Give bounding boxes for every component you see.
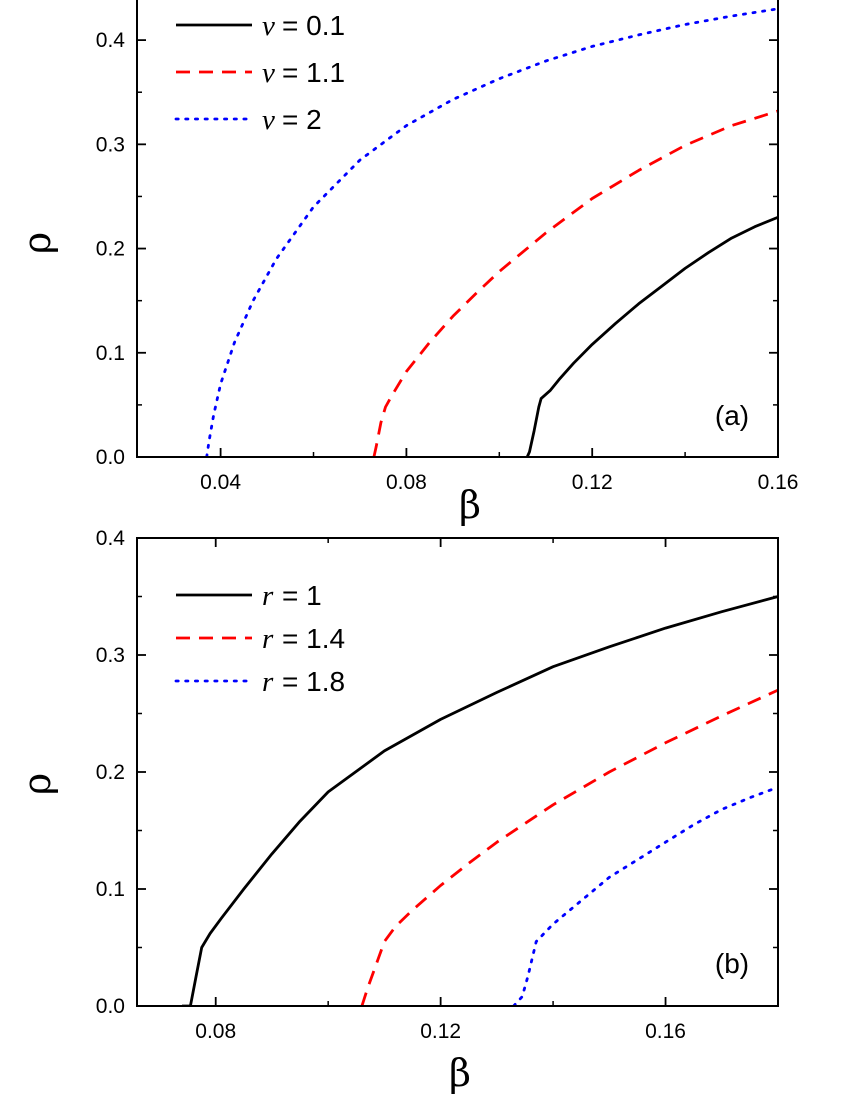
x-tick-label: 0.12 [420,1020,461,1043]
series-line-r-0 [182,595,778,1006]
y-tick-label: 0.3 [96,644,125,667]
y-tick-label: 0.1 [96,878,125,901]
y-tick-label: 0.4 [96,527,126,550]
y-tick-label: 0.1 [96,342,125,365]
x-tick-label: 0.16 [758,471,799,494]
legend-entry-label: = 1.4 [282,623,345,654]
legend-variable: r [262,666,274,698]
y-tick-label: 0.0 [96,995,125,1018]
legend-variable: r [262,623,274,655]
chart-panel-b: 0.08 0.12 0.16 0.0 0.1 0.2 0.3 0.4 β ρ (b) r = 1 r = 1… [15,527,779,1095]
legend-variable: v [262,10,275,42]
x-tick-label: 0.16 [645,1020,686,1043]
y-axis-title: ρ [15,232,59,254]
series-line-v-2 [205,7,778,457]
legend-entry-label: = 0.1 [282,10,345,41]
chart-panel-a: 0.04 0.08 0.12 0.160.00.10.20.30.4βρ(a)v = 0… [15,0,798,527]
legend-entry-label: = 2 [282,104,322,135]
x-tick-label: 0.12 [572,471,613,494]
legend-entry-label: = 1 [282,580,322,611]
legend-variable: v [262,104,275,136]
legend-entry-label: = 1.1 [282,57,345,88]
legend-entry-label: = 1.8 [282,666,345,697]
series-line-v-0 [525,216,778,457]
legend: r = 1 r = 1.4 r = 1.8 [174,580,345,698]
series-line-r-2 [512,785,778,1006]
plot-frame [136,537,779,1007]
plot-frame [136,0,779,458]
legend-variable: r [262,580,274,612]
y-tick-label: 0.2 [96,761,125,784]
x-axis-title: β [459,483,481,527]
y-tick-label: 0.2 [96,238,125,261]
legend-variable: v [262,57,275,89]
x-tick-label: 0.08 [195,1020,236,1043]
y-tick-label: 0.3 [96,133,125,156]
y-tick-label: 0.4 [96,29,126,52]
legend: v = 0.1v = 1.1v = 2 [174,10,345,136]
series-line-r-1 [360,688,778,1006]
y-tick-label: 0.0 [96,446,125,469]
y-axis-title: ρ [15,773,59,795]
x-tick-label: 0.08 [386,471,427,494]
panel-label: (a) [715,400,749,431]
x-axis-title: β [449,1051,471,1095]
panel-label: (b) [715,948,749,979]
x-tick-label: 0.04 [200,471,241,494]
